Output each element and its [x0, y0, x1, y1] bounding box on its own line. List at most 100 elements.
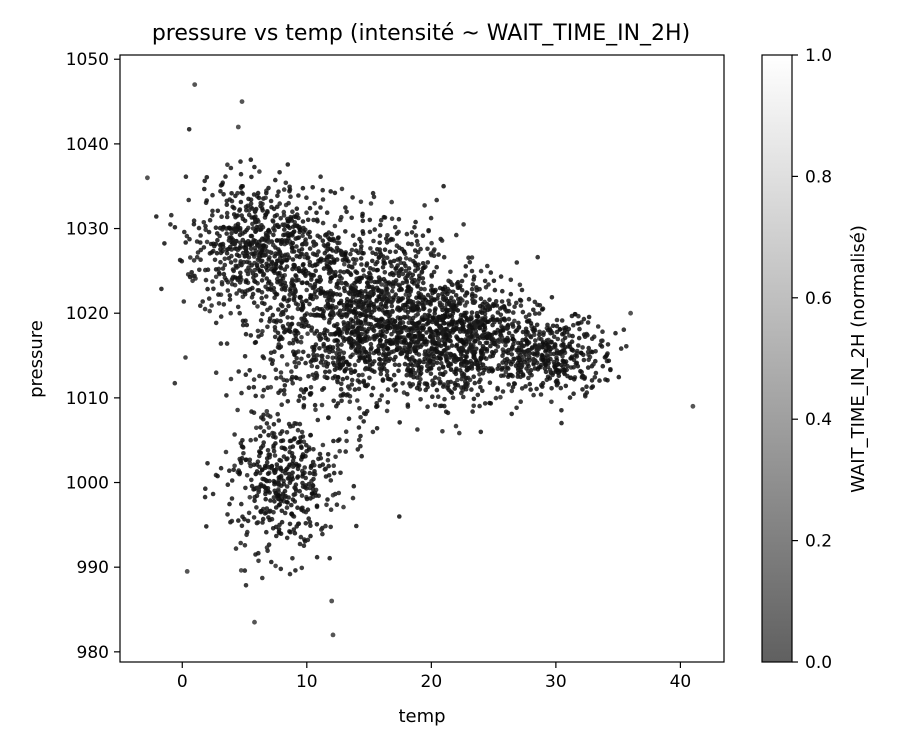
- data-point: [182, 229, 187, 235]
- data-point: [202, 186, 207, 192]
- data-point: [280, 438, 286, 443]
- data-point: [197, 267, 202, 273]
- data-point: [278, 318, 283, 324]
- data-point: [516, 320, 521, 326]
- data-point: [396, 273, 402, 279]
- data-point: [304, 251, 309, 257]
- data-point: [240, 322, 246, 328]
- data-point: [382, 247, 388, 252]
- data-point: [304, 496, 310, 502]
- data-point: [477, 325, 483, 331]
- data-point: [567, 395, 573, 400]
- plot-frame: [119, 54, 725, 663]
- data-point: [219, 214, 224, 219]
- data-point: [397, 420, 403, 425]
- data-point: [418, 397, 423, 402]
- data-point: [561, 367, 566, 373]
- data-point: [366, 307, 372, 312]
- data-point: [536, 311, 542, 316]
- data-point: [360, 211, 365, 217]
- data-point: [244, 457, 249, 463]
- data-point: [425, 260, 431, 265]
- data-point: [284, 484, 290, 489]
- data-point: [550, 323, 556, 329]
- data-point: [298, 534, 304, 540]
- data-point: [256, 334, 261, 339]
- data-point: [207, 217, 213, 223]
- data-point: [448, 351, 453, 357]
- data-point: [505, 326, 510, 331]
- data-point: [248, 333, 254, 338]
- data-point: [476, 379, 482, 385]
- data-point: [389, 263, 394, 269]
- data-point: [388, 236, 394, 242]
- data-point: [511, 310, 516, 315]
- data-point: [258, 433, 263, 439]
- data-point: [376, 307, 382, 312]
- data-point: [269, 559, 274, 565]
- data-point: [237, 288, 242, 293]
- data-point: [213, 472, 219, 478]
- data-point: [357, 338, 363, 344]
- data-point: [193, 276, 198, 281]
- x-tick-label: 10: [296, 672, 318, 692]
- data-point: [433, 321, 439, 326]
- data-point: [271, 448, 277, 454]
- data-point: [498, 373, 504, 379]
- data-point: [389, 331, 394, 337]
- data-point: [328, 279, 333, 284]
- data-point: [306, 447, 312, 452]
- data-point: [403, 255, 409, 261]
- data-point: [229, 478, 235, 483]
- data-point: [343, 429, 349, 435]
- data-point: [361, 267, 366, 273]
- data-point: [475, 365, 481, 371]
- data-point: [379, 333, 384, 339]
- data-point: [181, 299, 187, 304]
- data-point: [303, 360, 308, 366]
- data-point: [309, 277, 314, 282]
- data-point: [463, 264, 469, 269]
- data-point: [267, 230, 273, 235]
- data-point: [415, 242, 421, 247]
- data-point: [315, 417, 321, 423]
- data-point: [216, 301, 222, 306]
- data-point: [279, 310, 285, 316]
- data-point: [585, 320, 591, 325]
- data-point: [581, 357, 587, 363]
- data-point: [224, 247, 229, 253]
- data-point: [571, 365, 576, 370]
- data-point: [287, 521, 293, 527]
- data-point: [263, 488, 269, 494]
- data-point: [227, 468, 232, 474]
- data-point: [262, 301, 267, 307]
- data-point: [428, 371, 434, 377]
- data-point: [288, 438, 294, 444]
- data-point: [506, 316, 512, 322]
- data-point: [426, 228, 431, 234]
- data-point: [398, 315, 403, 321]
- data-point: [287, 189, 292, 194]
- data-point: [370, 258, 375, 264]
- data-point: [382, 319, 388, 325]
- data-point: [282, 510, 288, 516]
- data-point: [273, 563, 278, 569]
- data-point: [218, 314, 224, 319]
- data-point: [251, 384, 257, 390]
- data-point: [471, 349, 476, 355]
- data-point: [333, 269, 338, 275]
- data-point: [317, 451, 323, 457]
- data-point: [278, 566, 284, 572]
- data-point: [525, 361, 530, 367]
- data-point: [556, 373, 562, 379]
- data-point: [339, 214, 344, 220]
- data-point: [292, 492, 298, 497]
- data-point: [224, 341, 230, 346]
- data-point: [467, 377, 473, 383]
- data-point: [452, 380, 458, 386]
- colorbar-tick-label: 1.0: [805, 46, 832, 66]
- points-layer: [145, 82, 696, 638]
- data-point: [385, 376, 391, 382]
- data-point: [406, 332, 412, 338]
- data-point: [431, 360, 437, 365]
